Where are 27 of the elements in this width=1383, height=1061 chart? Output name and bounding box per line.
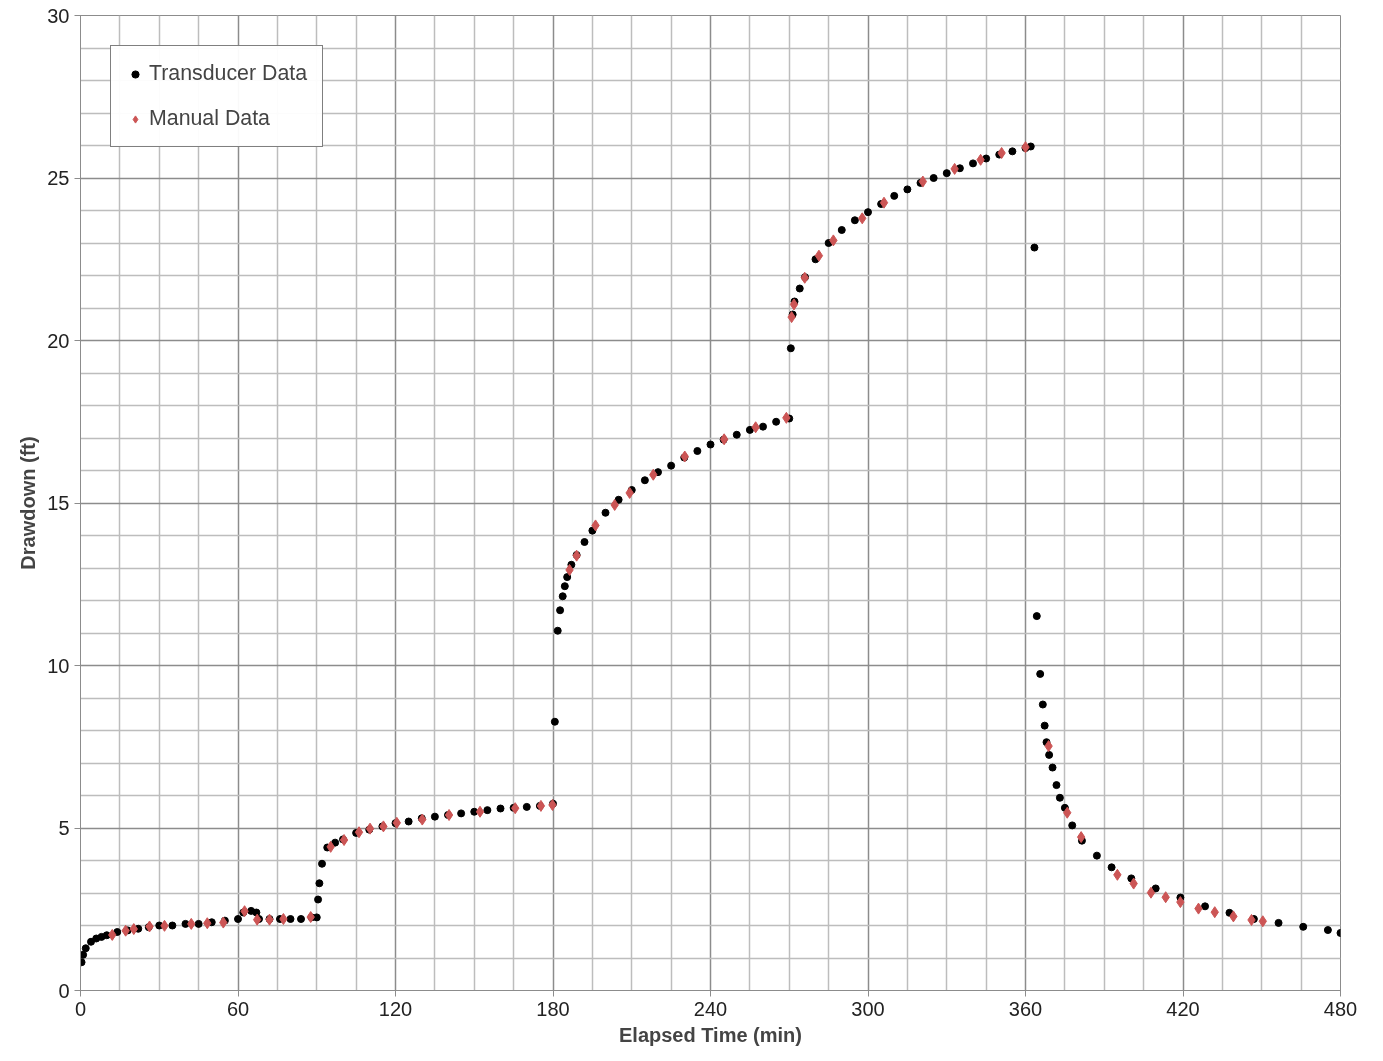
point (789, 298, 799, 311)
x-tick-label: 480 (1323, 997, 1358, 1020)
x-tick-label: 300 (851, 997, 885, 1020)
point (1076, 831, 1086, 844)
legend-label: Manual Data (149, 106, 270, 131)
x-tick-label: 180 (536, 997, 570, 1020)
x-tick-label: 360 (1008, 997, 1043, 1020)
legend-label: Transducer Data (149, 61, 308, 86)
x-tick-label: 420 (1166, 997, 1200, 1020)
point (1146, 886, 1156, 899)
x-axis-title: Elapsed Time (min) (619, 1023, 803, 1046)
y-tick-label: 0 (58, 979, 70, 1002)
x-tick-label: 0 (74, 997, 87, 1020)
point (475, 805, 485, 818)
x-tick-label: 60 (226, 997, 250, 1020)
y-tick-label: 30 (47, 4, 70, 27)
y-axis-title: Drawdown (ft) (17, 436, 40, 570)
y-tick-label: 25 (47, 167, 70, 189)
y-tick-label: 15 (47, 492, 70, 514)
point (879, 196, 889, 209)
x-tick-label: 120 (378, 997, 413, 1020)
x-tick-label: 240 (693, 997, 728, 1020)
point (814, 249, 824, 262)
y-tick-label: 20 (47, 329, 70, 352)
y-tick-label: 10 (47, 654, 70, 677)
y-tick-label: 5 (58, 817, 70, 839)
point (279, 913, 288, 925)
